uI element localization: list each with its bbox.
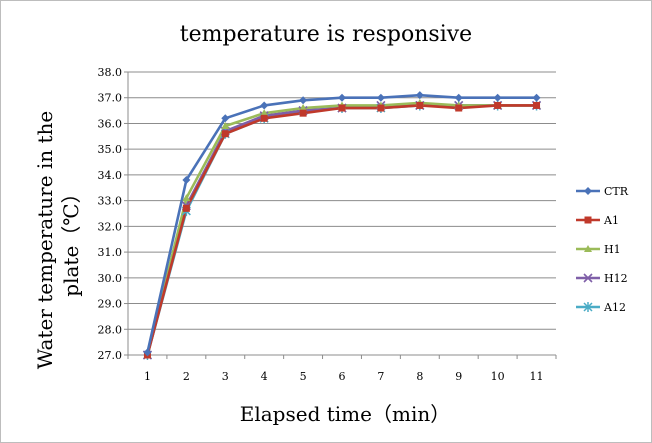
y-tick-label: 36.0 [98,117,123,130]
series-line-ctr [146,93,537,353]
legend-marker-h1 [584,245,592,252]
y-tick-label: 29.0 [98,298,123,311]
data-point-a1 [221,130,229,138]
x-axis-label: Elapsed time（min） [239,402,451,426]
legend-label-ctr: CTR [604,185,629,198]
data-point-ctr [143,348,152,357]
data-point-a1 [416,101,424,109]
series-line-h1 [146,101,537,356]
data-point-ctr [532,93,541,102]
data-point-ctr [493,93,502,102]
x-tick-label: 5 [300,370,307,383]
data-point-ctr [299,96,308,105]
legend-marker-a12 [583,302,593,312]
data-point-a1 [260,114,268,122]
x-tick-label: 8 [416,370,423,383]
x-tick-label: 4 [261,370,268,383]
data-point-h1 [299,104,308,112]
legend-label-h12: H12 [604,272,628,285]
x-tick-label: 1 [144,370,151,383]
data-point-a1 [182,204,190,212]
data-point-a1 [377,104,385,112]
y-tick-label: 27.0 [98,349,123,362]
data-point-ctr [415,91,424,100]
data-point-ctr [338,93,346,102]
data-point-h1 [182,194,191,202]
y-tick-label: 33.0 [98,195,123,208]
y-tick-label: 32.0 [98,220,123,233]
legend-label-a1: A1 [603,214,619,227]
chart-title: temperature is responsive [179,22,473,47]
x-tick-label: 9 [455,370,462,383]
x-tick-label: 6 [339,370,346,383]
data-point-ctr [376,93,385,102]
data-point-ctr [260,101,269,110]
x-tick-label: 10 [491,370,505,383]
y-tick-label: 31.0 [98,246,123,259]
y-tick-label: 28.0 [98,323,123,336]
x-tick-label: 3 [222,370,229,383]
x-tick-label: 2 [183,370,190,383]
data-point-ctr [182,176,191,185]
legend-label-a12: A12 [603,301,626,314]
data-point-ctr [221,114,230,123]
data-point-h1 [221,122,230,130]
legend-marker-a1 [584,216,592,224]
data-point-a1 [338,104,346,112]
data-point-a1 [299,109,307,117]
data-point-ctr [454,93,463,102]
y-tick-label: 37.0 [98,92,123,105]
y-tick-label: 34.0 [98,169,123,182]
data-point-a1 [533,101,541,109]
legend-marker-ctr [584,187,592,195]
legend-label-h1: H1 [604,243,621,256]
legend-marker-h12 [583,273,593,283]
x-tick-label: 11 [530,370,544,383]
series-line-a12 [146,104,537,356]
y-tick-label: 35.0 [98,143,123,156]
data-point-a1 [455,104,463,112]
x-tick-label: 7 [377,370,384,383]
data-point-a1 [494,101,502,109]
series-line-h12 [146,104,537,356]
data-point-h1 [260,109,269,117]
y-tick-label: 38.0 [98,66,123,79]
series-line-a1 [146,104,537,356]
y-tick-label: 30.0 [98,272,123,285]
